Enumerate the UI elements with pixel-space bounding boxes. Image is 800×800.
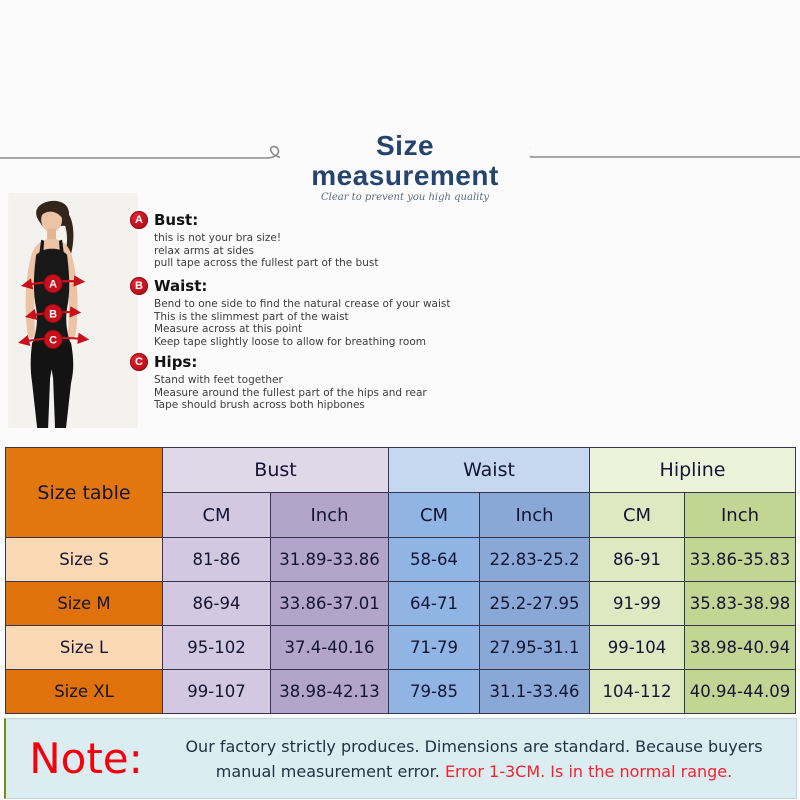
table-row-size-xl: Size XL 99-107 38.98-42.13 79-85 31.1-33… <box>5 669 797 714</box>
waist-marker: B <box>43 304 63 323</box>
page-subtitle: Clear to prevent you high quality <box>320 192 490 203</box>
table-cell: 33.86-37.01 <box>270 581 389 626</box>
hipline-group-header: Hipline <box>588 447 797 493</box>
table-cell: 22.83-25.2 <box>479 537 590 582</box>
instruction-line: pull tape across the fullest part of the… <box>154 257 379 270</box>
note-line-2-dark: manual measurement error. <box>215 761 440 781</box>
table-cell: 99-107 <box>162 669 271 714</box>
table-cell: 64-71 <box>388 581 480 626</box>
instruction-section-waist: B Waist: Bend to one side to find the na… <box>130 277 460 348</box>
table-cell: 31.1-33.46 <box>479 669 590 714</box>
table-cell: 71-79 <box>388 625 480 670</box>
table-cell: 91-99 <box>589 581 685 626</box>
note-label: Note: <box>29 734 143 783</box>
table-cell: 38.98-40.94 <box>683 625 797 670</box>
bust-inch-header: Inch <box>270 492 389 538</box>
instruction-line: this is not your bra size! <box>154 232 282 244</box>
page-title: Size measurement <box>311 130 499 191</box>
size-table: Size table Bust Waist Hipline CM Inch CM… <box>5 447 797 714</box>
table-cell: 86-94 <box>162 581 271 626</box>
table-row-size-l: Size L 95-102 37.4-40.16 71-79 27.95-31.… <box>5 625 797 670</box>
table-cell: 81-86 <box>162 537 271 582</box>
instruction-line: Stand with feet together <box>154 374 283 386</box>
table-cell: 33.86-35.83 <box>683 537 797 582</box>
table-cell: 25.2-27.95 <box>479 581 590 626</box>
size-table-corner-label: Size table <box>5 447 163 538</box>
note-section: Note: Our factory strictly produces. Dim… <box>4 718 797 799</box>
instruction-line: Bend to one side to find the natural cre… <box>154 298 451 310</box>
page-header: Size measurement Clear to prevent you hi… <box>280 131 530 203</box>
bust-marker: A <box>43 274 63 294</box>
model-photo: A B C <box>8 193 138 428</box>
instruction-line: This is the slimmest part of the waist <box>154 310 349 323</box>
instruction-section-bust: A Bust: this is not your bra size! relax… <box>130 211 460 270</box>
table-row-size-m: Size M 86-94 33.86-37.01 64-71 25.2-27.9… <box>5 581 797 626</box>
instruction-line: Measure across at this point <box>154 323 303 336</box>
hipline-cm-header: CM <box>589 492 685 538</box>
svg-text:B: B <box>49 308 57 320</box>
table-cell: 104-112 <box>589 669 685 714</box>
hipline-inch-header: Inch <box>683 492 797 538</box>
table-cell: 58-64 <box>388 537 480 582</box>
waist-group-header: Waist <box>388 447 590 493</box>
instruction-line: relax arms at sides <box>154 244 254 257</box>
instruction-line: Keep tape slightly loose to allow for br… <box>154 335 426 348</box>
bust-badge-icon: A <box>130 211 148 229</box>
table-cell: 95-102 <box>162 625 271 670</box>
note-line-2-red: Error 1-3CM. Is in the normal range. <box>444 761 733 781</box>
note-text: Our factory strictly produces. Dimension… <box>166 734 796 784</box>
size-label: Size M <box>5 581 163 626</box>
hips-badge-icon: C <box>130 353 148 371</box>
svg-text:A: A <box>49 279 57 291</box>
waist-heading: Waist: <box>154 277 208 295</box>
size-label: Size S <box>5 537 163 582</box>
svg-text:C: C <box>49 334 57 346</box>
table-cell: 99-104 <box>589 625 685 670</box>
note-line-1: Our factory strictly produces. Dimension… <box>185 736 763 756</box>
table-cell: 40.94-44.09 <box>683 669 797 714</box>
table-cell: 38.98-42.13 <box>270 669 389 714</box>
instruction-section-hips: C Hips: Stand with feet together Measure… <box>130 353 460 412</box>
instruction-line: Tape should brush across both hipbones <box>154 399 365 412</box>
size-label: Size L <box>5 625 163 670</box>
bust-heading: Bust: <box>154 211 199 229</box>
waist-cm-header: CM <box>388 492 480 538</box>
table-cell: 37.4-40.16 <box>270 625 389 670</box>
note-line-2: manual measurement error. Error 1-3CM. I… <box>166 759 782 784</box>
size-label: Size XL <box>5 669 163 714</box>
hips-heading: Hips: <box>154 353 198 371</box>
table-cell: 27.95-31.1 <box>479 625 590 670</box>
bust-group-header: Bust <box>162 447 389 493</box>
bust-cm-header: CM <box>162 492 271 538</box>
table-row-size-s: Size S 81-86 31.89-33.86 58-64 22.83-25.… <box>5 537 797 582</box>
instruction-line: Measure around the fullest part of the h… <box>154 386 427 399</box>
table-cell: 86-91 <box>589 537 685 582</box>
table-cell: 79-85 <box>388 669 480 714</box>
waist-badge-icon: B <box>130 277 148 295</box>
table-cell: 35.83-38.98 <box>683 581 797 626</box>
waist-inch-header: Inch <box>479 492 590 538</box>
hips-marker: C <box>43 329 63 349</box>
table-cell: 31.89-33.86 <box>270 537 389 582</box>
